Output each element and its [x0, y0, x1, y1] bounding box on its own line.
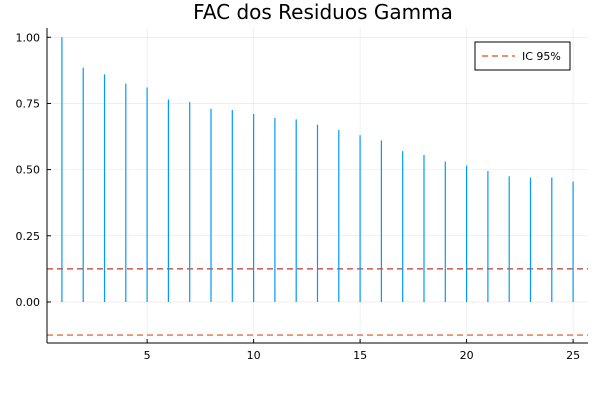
- x-tick-label: 10: [247, 349, 261, 362]
- y-tick-label: 0.75: [16, 97, 41, 110]
- chart-title: FAC dos Residuos Gamma: [193, 0, 453, 24]
- y-tick-labels: 0.00 0.25 0.50 0.75 1.00: [16, 31, 41, 309]
- acf-stems: [61, 37, 574, 302]
- y-tick-label: 0.50: [16, 164, 41, 177]
- x-tick-labels: 5 10 15 20 25: [144, 349, 580, 362]
- legend: IC 95%: [474, 41, 571, 71]
- y-tick-label: 0.25: [16, 230, 41, 243]
- y-tick-label: 0.00: [16, 296, 41, 309]
- axes: [46, 28, 588, 344]
- x-tick-label: 5: [144, 349, 151, 362]
- x-tick-label: 15: [353, 349, 367, 362]
- x-tick-label: 20: [460, 349, 474, 362]
- legend-box: [474, 41, 571, 71]
- y-tick-label: 1.00: [16, 31, 41, 44]
- legend-label: IC 95%: [522, 50, 561, 63]
- x-tick-label: 25: [566, 349, 580, 362]
